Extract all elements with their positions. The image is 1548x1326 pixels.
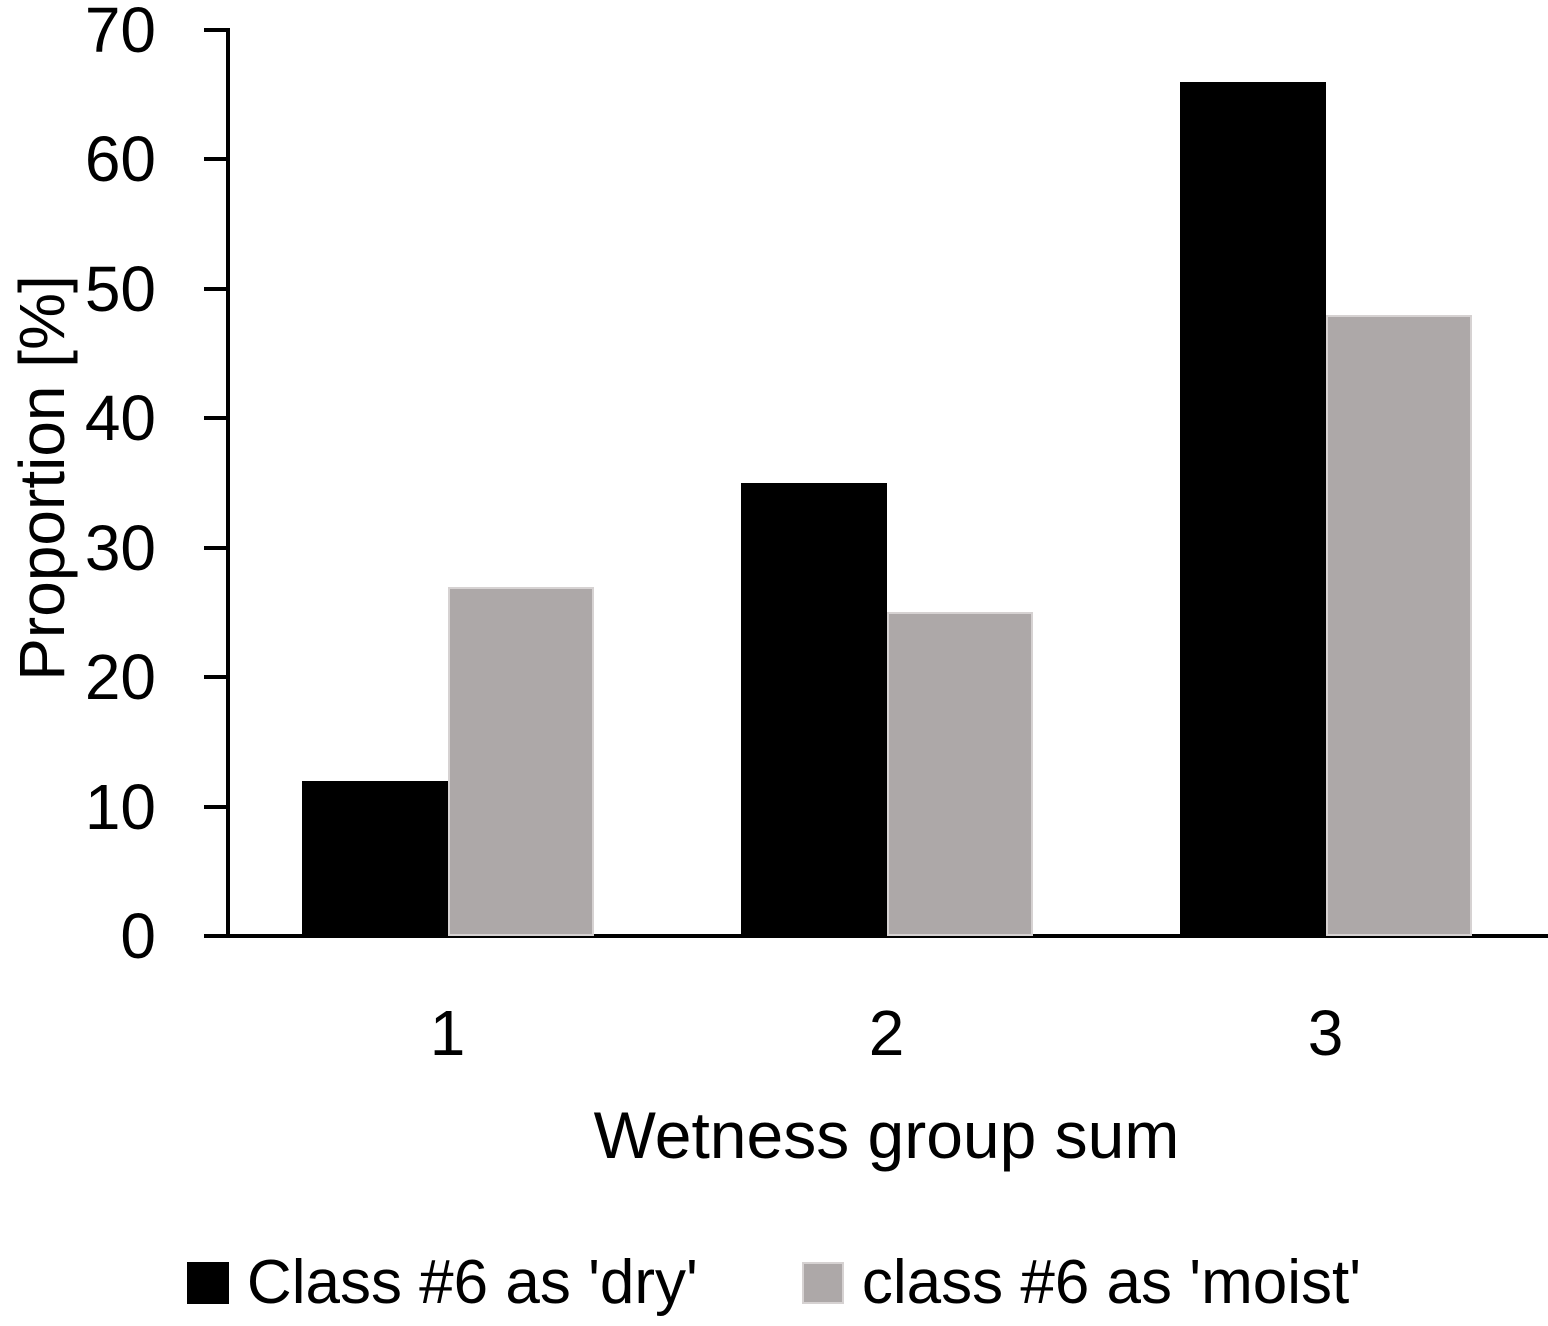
bar-moist-group-1 <box>447 587 594 936</box>
y-tick-label: 30 <box>84 511 156 584</box>
y-tick-label: 20 <box>84 641 156 714</box>
y-tick-mark <box>204 416 230 421</box>
x-tick-label-3: 3 <box>1307 997 1344 1069</box>
y-tick-label: 40 <box>84 382 156 455</box>
y-tick-mark <box>204 804 230 809</box>
x-tick-label-1: 1 <box>429 997 466 1069</box>
legend-item-dry: Class #6 as 'dry' <box>186 1246 698 1320</box>
y-tick-mark <box>204 675 230 680</box>
y-tick-label: 50 <box>84 252 156 325</box>
plot-area <box>228 30 1545 936</box>
bar-dry-group-3 <box>1179 82 1326 936</box>
chart-legend: Class #6 as 'dry' class #6 as 'moist' <box>0 1246 1548 1320</box>
legend-label-moist: class #6 as 'moist' <box>861 1248 1362 1317</box>
bar-moist-group-2 <box>886 612 1033 936</box>
y-tick-label: 60 <box>84 123 156 196</box>
x-axis-line <box>204 934 1548 938</box>
y-tick-mark <box>204 157 230 162</box>
y-tick-mark <box>204 545 230 550</box>
bar-dry-group-1 <box>301 781 448 936</box>
y-tick-label: 0 <box>120 900 156 972</box>
y-axis-line <box>226 28 230 938</box>
legend-label-dry: Class #6 as 'dry' <box>246 1248 698 1317</box>
bar-moist-group-3 <box>1325 315 1472 936</box>
legend-item-moist: class #6 as 'moist' <box>801 1246 1362 1320</box>
legend-marker-dry <box>186 1262 229 1304</box>
x-axis-title: Wetness group sum <box>593 1098 1180 1172</box>
y-tick-mark <box>204 286 230 291</box>
bar-dry-group-2 <box>740 483 887 936</box>
y-tick-label: 10 <box>84 770 156 843</box>
y-tick-mark <box>204 28 230 32</box>
legend-marker-moist <box>801 1262 844 1304</box>
x-tick-label-2: 2 <box>868 997 905 1069</box>
y-tick-label: 70 <box>84 0 156 66</box>
